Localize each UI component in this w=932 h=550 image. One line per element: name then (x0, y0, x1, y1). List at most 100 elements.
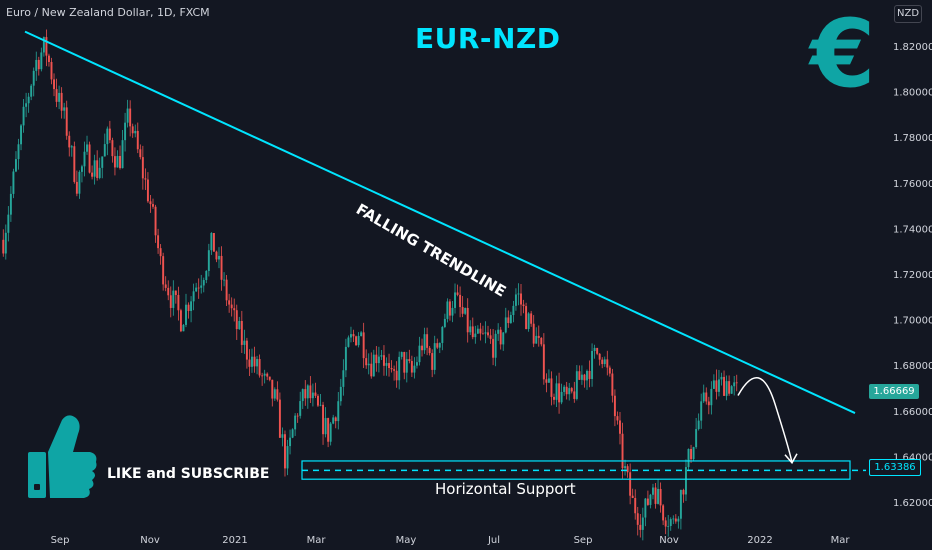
candle-body (339, 386, 342, 402)
candle-body (296, 415, 299, 417)
symbol-header: Euro / New Zealand Dollar, 1D, FXCM (6, 6, 210, 19)
candle-body (20, 125, 23, 145)
candle-body (565, 386, 568, 395)
candle-body (560, 391, 563, 403)
candle-body (512, 305, 515, 316)
candle-body (27, 96, 30, 104)
candle-body (40, 52, 43, 70)
candle-body (555, 383, 558, 400)
candle-body (240, 320, 243, 345)
candle-body (459, 294, 462, 308)
candle-body (322, 404, 325, 435)
candle-body (382, 355, 385, 366)
candle-body (624, 466, 627, 469)
candle-body (294, 415, 297, 430)
candle-body (139, 149, 142, 158)
candle-body (580, 374, 583, 380)
candle-body (174, 290, 177, 295)
candle-body (735, 382, 738, 384)
candle-body (728, 381, 731, 394)
candle-body (311, 392, 314, 399)
y-tick-label: 1.74000 (893, 224, 932, 235)
candle-body (177, 294, 180, 311)
candle-body (672, 518, 675, 520)
candle-body (357, 336, 360, 346)
candle-body (185, 304, 187, 325)
candle-body (111, 140, 114, 157)
candle-body (733, 382, 736, 387)
candle-body (692, 447, 695, 460)
candle-body (2, 239, 5, 254)
candle-body (63, 107, 66, 111)
candle-body (55, 89, 58, 102)
candle-body (385, 363, 388, 366)
candle-body (695, 429, 698, 448)
candle-body (223, 279, 226, 281)
candle-body (192, 291, 195, 302)
projection-arrow-head (784, 453, 798, 465)
candle-body (629, 472, 632, 496)
x-tick-label: Nov (140, 535, 160, 546)
candle-body (271, 379, 274, 399)
euro-icon: € (810, 0, 876, 109)
candle-body (730, 386, 733, 394)
candle-body (45, 37, 48, 56)
candle-body (47, 55, 50, 63)
candle-body (182, 324, 185, 332)
candle-body (93, 160, 96, 177)
candle-body (289, 437, 292, 447)
y-tick-label: 1.68000 (893, 361, 932, 372)
candle-body (667, 526, 670, 527)
candle-body (37, 59, 40, 70)
candle-body (474, 333, 477, 338)
current-price-badge: 1.66669 (869, 384, 919, 399)
candle-body (469, 326, 472, 333)
candle-body (126, 108, 129, 123)
candle-body (679, 489, 682, 519)
candle-body (25, 103, 28, 107)
candle-body (499, 329, 502, 345)
candle-body (532, 323, 535, 344)
candle-body (441, 326, 444, 343)
candle-body (149, 201, 152, 205)
candle-body (423, 334, 426, 351)
candle-body (9, 193, 12, 215)
candle-body (601, 359, 604, 365)
x-tick-label: 2022 (747, 535, 772, 546)
candle-body (509, 315, 512, 324)
candle-body (466, 307, 469, 333)
candle-body (403, 352, 406, 373)
candle-body (344, 346, 347, 371)
candle-body (96, 160, 99, 178)
candle-body (652, 487, 654, 495)
candle-body (426, 334, 429, 348)
candle-body (317, 395, 319, 406)
candle-body (235, 310, 238, 330)
candle-body (22, 106, 25, 126)
candle-body (547, 378, 550, 383)
candle-body (266, 373, 269, 377)
candle-body (365, 358, 368, 366)
candle-body (433, 343, 436, 370)
like-subscribe-text: LIKE and SUBSCRIBE (107, 466, 270, 482)
candle-body (525, 306, 528, 329)
candle-body (200, 285, 203, 288)
candle-body (243, 340, 246, 345)
y-tick-label: 1.72000 (893, 270, 932, 281)
candle-body (164, 284, 167, 288)
currency-badge[interactable]: NZD (894, 5, 922, 23)
candle-body (101, 156, 104, 168)
chart-title: EUR-NZD (415, 22, 561, 55)
candle-body (413, 365, 416, 373)
candle-body (108, 128, 111, 141)
candle-body (535, 335, 538, 344)
candle-body (451, 307, 454, 316)
candle-body (169, 295, 172, 308)
candle-body (30, 85, 33, 97)
candle-body (58, 92, 61, 102)
candle-body (68, 135, 71, 148)
candle-body (284, 434, 286, 469)
candle-body (233, 308, 236, 311)
candle-body (332, 417, 335, 424)
